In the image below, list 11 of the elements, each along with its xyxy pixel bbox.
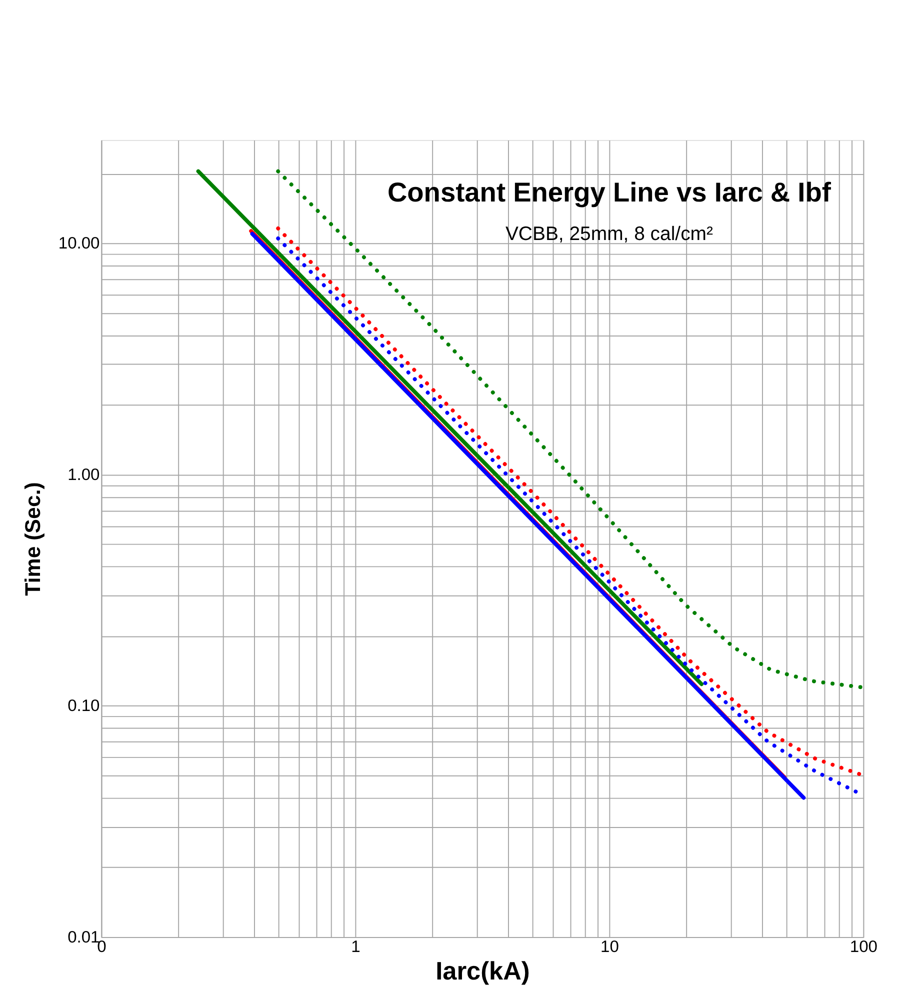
y-axis-title: Time (Sec.) <box>20 482 45 596</box>
text: Constant Energy Line vs Iarc & Ibf <box>387 176 832 208</box>
x-tick-label: 10 <box>600 937 619 956</box>
y-tick-label: 10.00 <box>58 234 100 253</box>
x-axis-title: Iarc(kA) <box>436 957 530 986</box>
y-tick-label: 0.10 <box>68 696 100 716</box>
x-tick-label: 0 <box>97 937 106 956</box>
x-tick-label: 100 <box>850 937 878 956</box>
x-tick-label: 1 <box>351 937 360 956</box>
y-tick-label: 1.00 <box>68 464 100 484</box>
text: VCBB, 25mm, 8 cal/cm² <box>505 223 714 246</box>
